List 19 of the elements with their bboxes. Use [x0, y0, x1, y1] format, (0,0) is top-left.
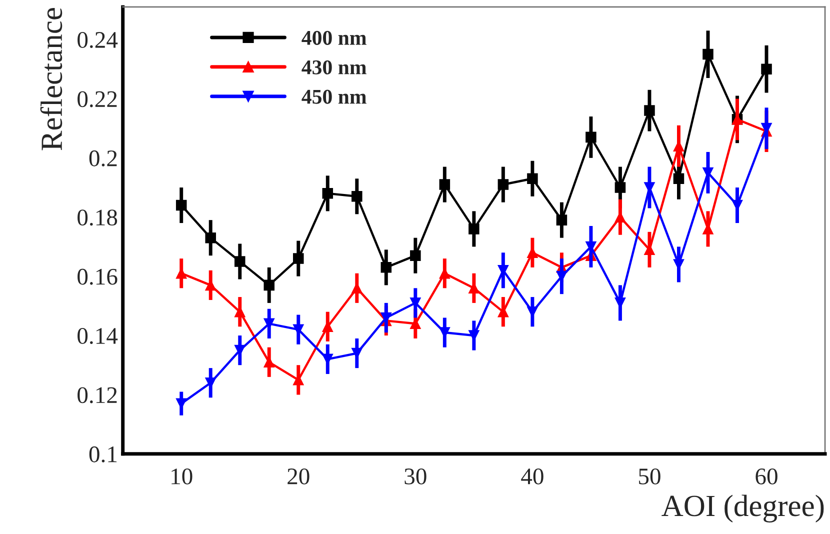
y-tick-label: 0.1 [89, 446, 117, 462]
y-tick-label: 0.12 [78, 387, 117, 404]
x-tick-label: 20 [288, 468, 310, 484]
x-axis-title: AOI (degree) [662, 494, 824, 523]
y-axis-title: Reflectance [40, 8, 62, 150]
y-tick-label: 0.18 [78, 210, 118, 226]
y-tick-label: 0.24 [78, 32, 118, 48]
x-tick-label: 50 [639, 468, 660, 484]
y-tick-label: 0.14 [78, 328, 118, 344]
legend-label: 450 nm [302, 90, 366, 104]
x-tick-label: 60 [756, 468, 778, 484]
x-tick-label: 40 [521, 468, 544, 484]
y-tick-label: 0.22 [78, 91, 117, 108]
x-tick-label: 10 [172, 468, 192, 484]
y-tick-label: 0.2 [89, 150, 117, 166]
legend-label: 430 nm [302, 60, 366, 74]
y-tick-label: 0.16 [78, 268, 118, 285]
x-tick-label: 30 [404, 468, 426, 484]
legend-label: 400 nm [302, 30, 366, 45]
